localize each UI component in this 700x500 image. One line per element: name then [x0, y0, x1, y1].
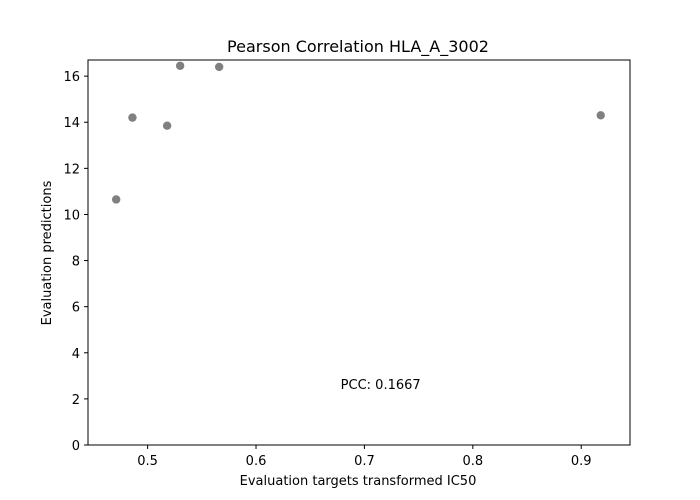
x-axis-label: Evaluation targets transformed IC50 — [240, 474, 477, 489]
y-tick-label: 4 — [72, 347, 80, 362]
y-tick-label: 6 — [72, 301, 80, 316]
x-tick-label: 0.5 — [137, 454, 158, 469]
data-point — [214, 62, 224, 72]
x-tick-label: 0.6 — [246, 454, 267, 469]
y-tick-label: 8 — [72, 255, 80, 270]
y-tick-label: 10 — [63, 208, 80, 223]
y-tick-label: 12 — [63, 162, 80, 177]
y-tick-label: 16 — [63, 70, 80, 85]
plot-area — [87, 59, 631, 446]
data-points — [111, 61, 605, 204]
x-tick-label: 0.8 — [462, 454, 483, 469]
y-tick-label: 14 — [63, 116, 80, 131]
y-tick-label: 0 — [72, 439, 80, 454]
annotations: PCC: 0.1667 — [341, 378, 421, 393]
data-point — [162, 121, 172, 130]
data-point — [596, 111, 605, 120]
plot-frame — [87, 59, 631, 446]
x-tick-label: 0.9 — [571, 454, 592, 469]
y-tick-label: 2 — [72, 393, 80, 408]
data-point — [128, 113, 137, 122]
data-point — [175, 61, 185, 70]
x-tick-label: 0.7 — [354, 454, 375, 469]
x-axis: 0.5 0.6 0.7 0.8 0.9 — [137, 445, 592, 469]
y-axis-label: Evaluation predictions — [40, 180, 55, 325]
data-point — [111, 195, 121, 204]
chart-title: Pearson Correlation HLA_A_3002 — [227, 37, 489, 57]
y-axis: 0 2 4 6 8 10 12 14 16 — [63, 70, 88, 454]
pcc-annotation: PCC: 0.1667 — [341, 378, 421, 393]
